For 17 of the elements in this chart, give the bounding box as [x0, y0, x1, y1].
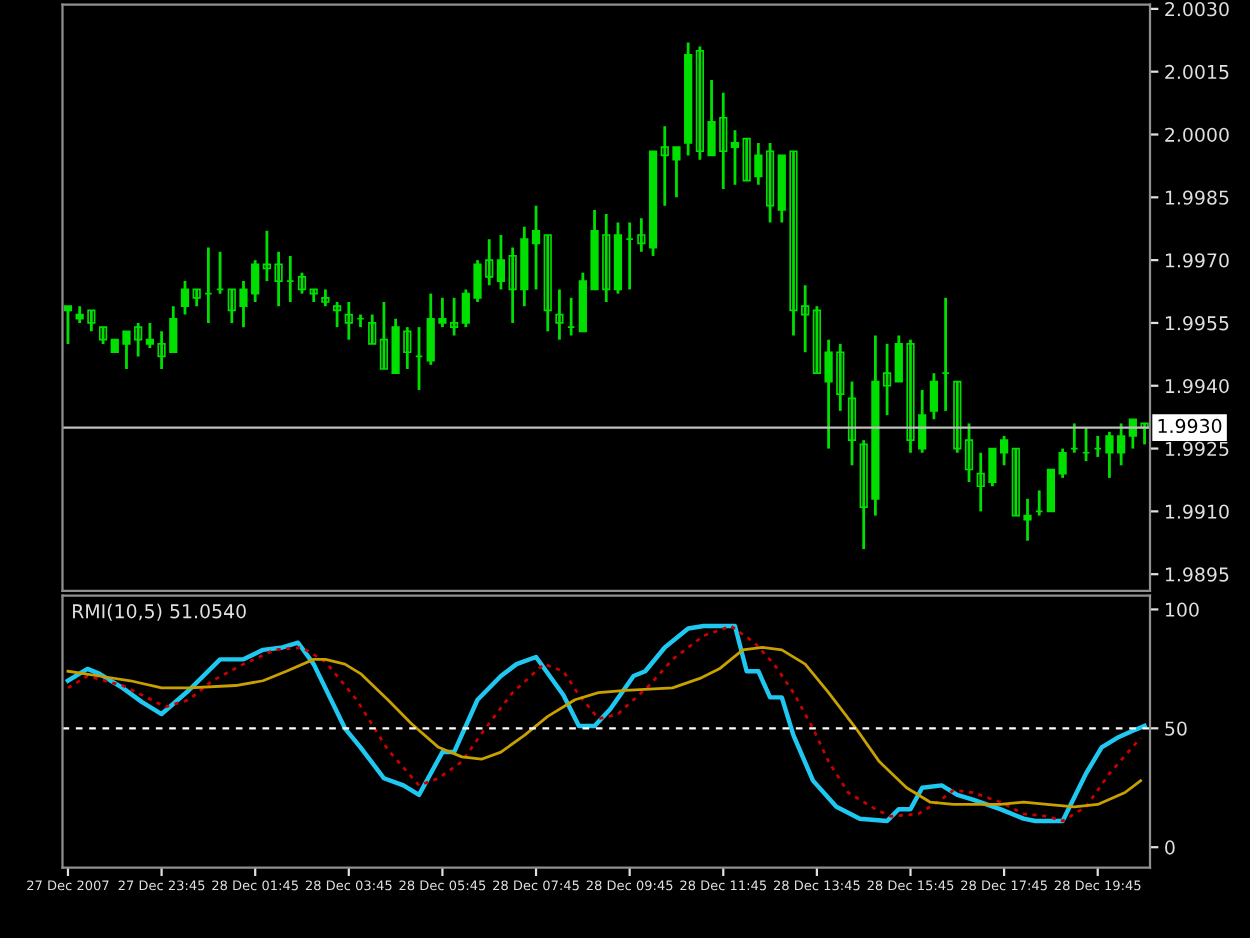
y-tick-label: 2.0030	[1165, 2, 1229, 17]
ref-line-label: 1.9930	[1158, 418, 1222, 434]
y-tick-label: 1.9940	[1165, 378, 1229, 394]
y-tick-label: 2.0015	[1165, 64, 1229, 80]
y-tick-label: 0	[1165, 840, 1175, 855]
candlestick	[1046, 468, 1056, 513]
chart-title: RMI(10,5) 51.0540	[73, 603, 246, 621]
y-tick-label: 1.9985	[1165, 190, 1229, 205]
y-tick-label: 1.9895	[1165, 567, 1229, 582]
line-series	[66, 646, 1143, 809]
y-tick-label: 2.0000	[1165, 127, 1229, 142]
y-tick-label: 1.9955	[1165, 316, 1229, 331]
y-tick-label: 100	[1165, 602, 1199, 617]
y-tick-label: 1.9910	[1165, 504, 1229, 519]
y-tick-label: 1.9970	[1165, 253, 1229, 268]
y-tick-label: 1.9925	[1165, 441, 1229, 457]
y-tick-label: 50	[1165, 721, 1187, 736]
